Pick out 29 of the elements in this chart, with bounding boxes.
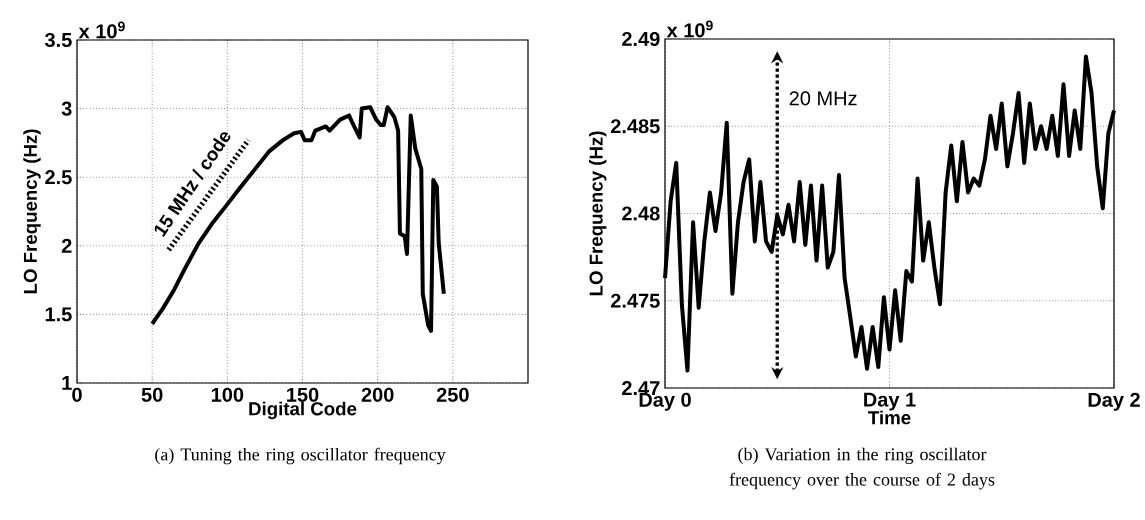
y-tick-label: 1 (62, 376, 72, 390)
x-tick-label: Day 2 (1088, 392, 1140, 411)
x-tick-label: 50 (141, 387, 163, 402)
x-tick-label: 250 (436, 387, 469, 402)
y-tick-label: 3.5 (44, 32, 72, 48)
x-tick-label: 200 (361, 387, 394, 402)
y-tick-label: 2.49 (622, 31, 660, 47)
y-tick-label: 2.47 (622, 381, 660, 395)
x-tick-label: 100 (211, 387, 244, 402)
x-axis-title: Digital Code (249, 401, 357, 420)
y-tick-label: 2.475 (610, 293, 660, 308)
text: (a) Tuning the ring oscillator frequency (155, 447, 446, 465)
text: (b) Variation in the ring oscillator frequency over the course of 2 days (729, 447, 995, 490)
x-tick-label: 150 (287, 387, 319, 402)
text: x 10$^{9}$ (666, 20, 713, 38)
y-axis-title: LO Frequency (Hz) (23, 129, 41, 294)
y-tick-label: 2 (61, 238, 72, 253)
y-tick-label: 2.48 (622, 206, 660, 221)
annotation: 20 MHz (789, 91, 857, 106)
y-tick-label: 2.5 (45, 170, 72, 185)
x-tick-label: 0 (72, 387, 82, 402)
y-tick-label: 3 (61, 101, 72, 116)
y-tick-label: 2.485 (610, 119, 660, 134)
y-axis-title: LO Frequency (Hz) (589, 131, 607, 296)
x-tick-label: Day 1 (864, 392, 916, 411)
x-axis-title: Time (868, 410, 911, 425)
x-tick-label: Day 0 (639, 392, 691, 411)
y-tick-label: 1.5 (45, 307, 72, 322)
text: x 10$^{9}$ (78, 21, 125, 39)
